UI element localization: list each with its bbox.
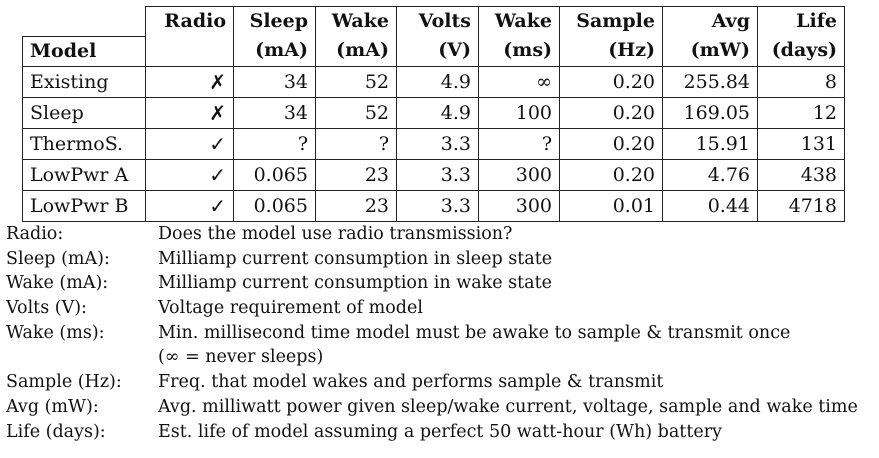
legend-description: Freq. that model wakes and performs samp… <box>158 372 664 393</box>
sleep-ma-cell: ? <box>233 127 316 159</box>
volts-cell: 3.3 <box>396 158 479 190</box>
wake-ma-cell: 52 <box>315 96 397 128</box>
life-days-cell: 8 <box>757 65 845 97</box>
header-wake-ms: Wake <box>478 6 560 36</box>
legend-term: Volts (V): <box>6 298 87 319</box>
volts-cell: 4.9 <box>396 65 479 97</box>
legend-description: Min. millisecond time model must be awak… <box>158 322 791 343</box>
wake-ma-cell: 52 <box>315 65 397 97</box>
model-name: Sleep <box>22 96 146 128</box>
header-wake-unit: (mA) <box>315 36 397 67</box>
header-sample-unit: (Hz) <box>559 36 663 67</box>
header-life-unit: (days) <box>757 36 845 67</box>
sample-hz-cell: 0.20 <box>559 65 663 97</box>
legend-term: Radio: <box>6 224 64 244</box>
sleep-ma-cell: 0.065 <box>233 158 316 190</box>
sleep-ma-cell: 0.065 <box>233 189 316 222</box>
legend-description: Voltage requirement of model <box>158 298 423 319</box>
legend-term: Avg (mW): <box>6 397 99 418</box>
avg-mw-cell: 0.44 <box>662 189 758 222</box>
avg-mw-cell: 15.91 <box>662 127 758 159</box>
legend-term: Sample (Hz): <box>6 372 122 393</box>
life-days-cell: 438 <box>757 158 845 190</box>
table-row: LowPwr A ✓ 0.065 23 3.3 300 0.20 4.76 43… <box>22 158 845 190</box>
header-wake-ms-unit: (ms) <box>478 36 560 67</box>
legend-description: Avg. milliwatt power given sleep/wake cu… <box>158 397 858 418</box>
legend-description: Milliamp current consumption in wake sta… <box>158 273 552 294</box>
table-row: Existing ✗ 34 52 4.9 ∞ 0.20 255.84 8 <box>22 65 845 97</box>
wake-ma-cell: 23 <box>315 189 397 222</box>
radio-mark: ✓ <box>145 189 234 222</box>
model-name: LowPwr B <box>22 189 146 222</box>
wake-ma-cell: ? <box>315 127 397 159</box>
wake-ma-cell: 23 <box>315 158 397 190</box>
legend-term: Life (days): <box>6 421 106 442</box>
header-volts: Volts <box>396 6 479 36</box>
header-avg-unit: (mW) <box>662 36 758 67</box>
header-wake: Wake <box>315 6 397 36</box>
radio-mark: ✓ <box>145 127 234 159</box>
avg-mw-cell: 169.05 <box>662 96 758 128</box>
model-name: LowPwr A <box>22 158 146 190</box>
radio-mark: ✗ <box>145 65 234 97</box>
table-row: LowPwr B ✓ 0.065 23 3.3 300 0.01 0.44 47… <box>22 189 845 222</box>
model-name: ThermoS. <box>22 127 146 159</box>
header-avg: Avg <box>662 6 758 36</box>
life-days-cell: 4718 <box>757 189 845 222</box>
avg-mw-cell: 255.84 <box>662 65 758 97</box>
wake-ms-cell: ? <box>478 127 560 159</box>
legend-term: Sleep (mA): <box>6 248 110 269</box>
sleep-ma-cell: 34 <box>233 65 316 97</box>
volts-cell: 4.9 <box>396 96 479 128</box>
sleep-ma-cell: 34 <box>233 96 316 128</box>
radio-mark: ✗ <box>145 96 234 128</box>
legend-description: Does the model use radio transmission? <box>158 224 513 244</box>
life-days-cell: 131 <box>757 127 845 159</box>
legend-description-continued: (∞ = never sleeps) <box>158 347 324 368</box>
header-radio: Radio <box>145 6 234 36</box>
sample-hz-cell: 0.20 <box>559 158 663 190</box>
table-row: Sleep ✗ 34 52 4.9 100 0.20 169.05 12 <box>22 96 845 128</box>
wake-ms-cell: 300 <box>478 189 560 222</box>
wake-ms-cell: 300 <box>478 158 560 190</box>
table-row: ThermoS. ✓ ? ? 3.3 ? 0.20 15.91 131 <box>22 127 845 159</box>
radio-mark: ✓ <box>145 158 234 190</box>
wake-ms-cell: 100 <box>478 96 560 128</box>
sample-hz-cell: 0.01 <box>559 189 663 222</box>
legend-description: Est. life of model assuming a perfect 50… <box>158 421 722 442</box>
header-corner <box>23 7 146 37</box>
avg-mw-cell: 4.76 <box>662 158 758 190</box>
header-sleep: Sleep <box>233 6 316 36</box>
sample-hz-cell: 0.20 <box>559 127 663 159</box>
volts-cell: 3.3 <box>396 189 479 222</box>
legend-description: Milliamp current consumption in sleep st… <box>158 248 553 269</box>
header-model: Model <box>22 35 146 67</box>
legend-term: Wake (mA): <box>6 273 109 294</box>
model-name: Existing <box>22 65 146 97</box>
power-comparison-table: Radio Sleep Wake Volts Wake Sample Avg L… <box>22 6 845 222</box>
header-sleep-unit: (mA) <box>233 36 316 67</box>
life-days-cell: 12 <box>757 96 845 128</box>
wake-ms-cell: ∞ <box>478 65 560 97</box>
header-sample: Sample <box>559 6 663 36</box>
sample-hz-cell: 0.20 <box>559 96 663 128</box>
header-life: Life <box>757 6 845 36</box>
volts-cell: 3.3 <box>396 127 479 159</box>
header-volts-unit: (V) <box>396 36 479 67</box>
header-radio-unit <box>145 36 234 67</box>
legend-term: Wake (ms): <box>6 322 105 343</box>
